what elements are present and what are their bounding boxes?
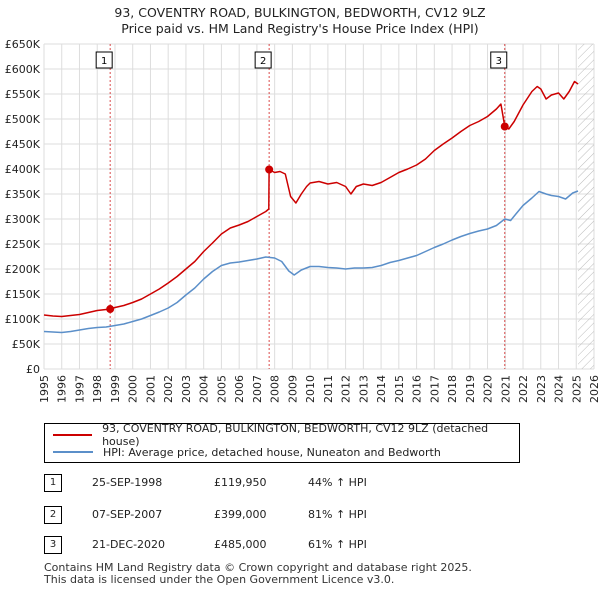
sale-date: 25-SEP-1998 [92,476,163,489]
sale-hpi-change: 61% ↑ HPI [308,538,367,551]
sale-number-badge: 2 [44,506,62,524]
sale-date: 21-DEC-2020 [92,538,166,551]
x-tick-label: 1999 [109,375,122,403]
sale-marker-box [254,51,272,69]
sale-marker-box [95,51,113,69]
sale-points [106,122,509,314]
sale-row: 1 25-SEP-1998 £119,950 44% ↑ HPI [44,474,424,492]
x-tick-label: 2012 [340,375,353,403]
x-tick-label: 1997 [73,375,86,403]
y-tick-label: £500K [5,113,41,126]
y-tick-label: £150K [5,288,41,301]
sale-price: £399,000 [214,508,267,521]
sale-point [265,165,274,174]
footer-line-licence: This data is licensed under the Open Gov… [44,573,395,586]
x-tick-label: 2026 [588,375,600,403]
footer-line-copyright: Contains HM Land Registry data © Crown c… [44,561,472,574]
sale-row: 2 07-SEP-2007 £399,000 81% ↑ HPI [44,506,424,524]
x-tick-label: 2016 [411,375,424,403]
sale-marker-box [490,51,508,69]
x-tick-label: 2004 [198,375,211,403]
sale-marker-label: 3 [496,56,502,67]
x-tick-label: 2011 [322,375,335,403]
x-tick-label: 2017 [428,375,441,403]
sale-price: £119,950 [214,476,267,489]
x-tick-label: 1995 [38,375,51,403]
sale-row: 3 21-DEC-2020 £485,000 61% ↑ HPI [44,536,424,554]
chart-subtitle: Price paid vs. HM Land Registry's House … [121,21,479,36]
legend-label-hpi: HPI: Average price, detached house, Nune… [103,445,441,459]
x-tick-label: 2010 [304,375,317,403]
legend-label-property: 93, COVENTRY ROAD, BULKINGTON, BEDWORTH,… [102,422,489,448]
x-tick-label: 2005 [215,375,228,403]
footer-attribution: Contains HM Land Registry data © Crown c… [44,562,472,586]
y-axis-ticks: £0 £50K £100K £150K £200K £250K £300K £350K £400… [5,38,41,376]
x-tick-label: 2000 [127,375,140,403]
x-axis-ticks: 1995 1996 1997 1998 1999 2000 2001 2002 2003 2004… [38,375,600,403]
sale-hpi-change: 81% ↑ HPI [308,508,367,521]
price-chart: 1 2 3 £0 £50K £100K £150K £200K £250K £300K £350K… [5,38,600,403]
plot-background [44,44,594,370]
y-tick-label: £50K [12,338,41,351]
x-tick-label: 1996 [56,375,69,403]
y-tick-label: £550K [5,88,41,101]
legend-item-hpi: HPI: Average price, detached house, Nune… [53,444,441,460]
x-tick-label: 2006 [233,375,246,403]
sale-point [500,122,509,131]
y-tick-label: £600K [5,63,41,76]
sale-marker-boxes: 1 2 3 [95,51,508,69]
y-tick-label: £350K [5,188,41,201]
x-tick-label: 2002 [162,375,175,403]
x-tick-label: 1998 [91,375,104,403]
y-tick-label: £400K [5,163,41,176]
x-tick-label: 2022 [517,375,530,403]
x-tick-label: 2014 [375,375,388,403]
x-tick-label: 2020 [482,375,495,403]
sale-marker-label: 1 [101,56,107,67]
x-tick-label: 2019 [464,375,477,403]
x-tick-label: 2021 [499,375,512,403]
x-tick-label: 2024 [553,375,566,403]
sale-date: 07-SEP-2007 [92,508,163,521]
legend-line-property [53,434,93,436]
y-tick-label: £650K [5,38,41,51]
x-tick-label: 2025 [570,375,583,403]
x-tick-label: 2008 [269,375,282,403]
chart-legend: 93, COVENTRY ROAD, BULKINGTON, BEDWORTH,… [44,422,520,463]
x-tick-label: 2023 [535,375,548,403]
hpi-series-line [43,190,579,334]
sale-number-badge: 1 [44,474,62,492]
y-tick-label: £300K [5,213,41,226]
x-tick-label: 2009 [286,375,299,403]
legend-item-property: 93, COVENTRY ROAD, BULKINGTON, BEDWORTH,… [53,422,519,448]
sale-hpi-change: 44% ↑ HPI [308,476,367,489]
forecast-hatch-area [578,44,594,369]
legend-line-hpi [53,451,93,453]
x-tick-label: 2003 [180,375,193,403]
y-tick-label: £200K [5,263,41,276]
sale-price: £485,000 [214,538,267,551]
sale-point [106,305,115,314]
sale-number-badge: 3 [44,536,62,554]
x-tick-label: 2018 [446,375,459,403]
y-tick-label: £100K [5,313,41,326]
x-tick-label: 2007 [251,375,264,403]
y-tick-label: £450K [5,138,41,151]
grid-lines [43,43,595,370]
sale-marker-label: 2 [260,56,266,67]
x-tick-label: 2001 [144,375,157,403]
y-tick-label: £250K [5,238,41,251]
chart-title: 93, COVENTRY ROAD, BULKINGTON, BEDWORTH,… [114,5,486,20]
y-tick-label: £0 [26,363,40,376]
x-tick-label: 2013 [357,375,370,403]
x-tick-label: 2015 [393,375,406,403]
